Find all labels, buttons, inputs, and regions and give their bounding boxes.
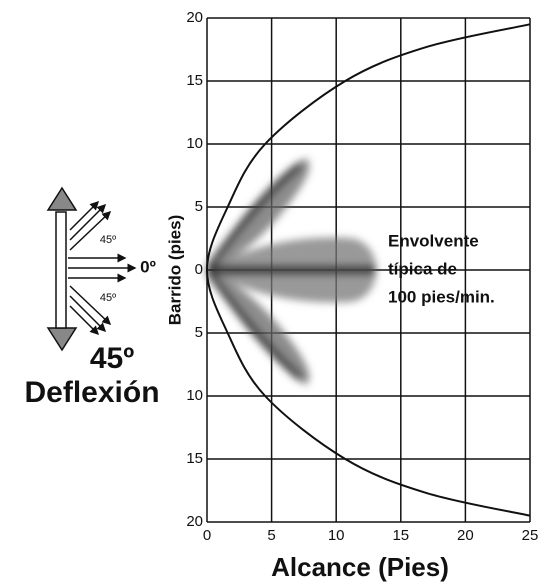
y-tick-label: 15 <box>186 72 203 89</box>
x-tick-label: 20 <box>457 527 474 544</box>
x-tick-label: 5 <box>267 527 275 544</box>
inset-label: 45º <box>100 292 116 304</box>
annotation: típica de <box>388 259 457 278</box>
deflector-icon <box>46 186 137 352</box>
x-axis-label: Alcance (Pies) <box>271 552 449 582</box>
x-tick-label: 25 <box>522 527 539 544</box>
envelope-line <box>205 23 531 517</box>
annotation: 100 pies/min. <box>388 287 495 306</box>
spray-pattern <box>207 158 377 385</box>
inset-label: 0º <box>140 257 156 276</box>
x-tick-label: 0 <box>203 527 211 544</box>
plot <box>205 23 531 517</box>
x-tick-label: 15 <box>392 527 409 544</box>
y-tick-label: 0 <box>195 261 203 278</box>
inset-title: Deflexión <box>24 376 159 409</box>
x-tick-label: 10 <box>328 527 345 544</box>
y-tick-label: 20 <box>186 9 203 26</box>
y-tick-label: 15 <box>186 450 203 467</box>
y-tick-label: 5 <box>195 198 203 215</box>
y-tick-label: 10 <box>186 135 203 152</box>
y-tick-label: 5 <box>195 324 203 341</box>
y-tick-label: 10 <box>186 387 203 404</box>
annotation: Envolvente <box>388 231 479 250</box>
y-tick-label: 20 <box>186 513 203 530</box>
inset-label: 45º <box>100 234 116 246</box>
y-axis-label: Barrido (pies) <box>165 215 184 326</box>
inset-title: 45º <box>90 342 134 375</box>
